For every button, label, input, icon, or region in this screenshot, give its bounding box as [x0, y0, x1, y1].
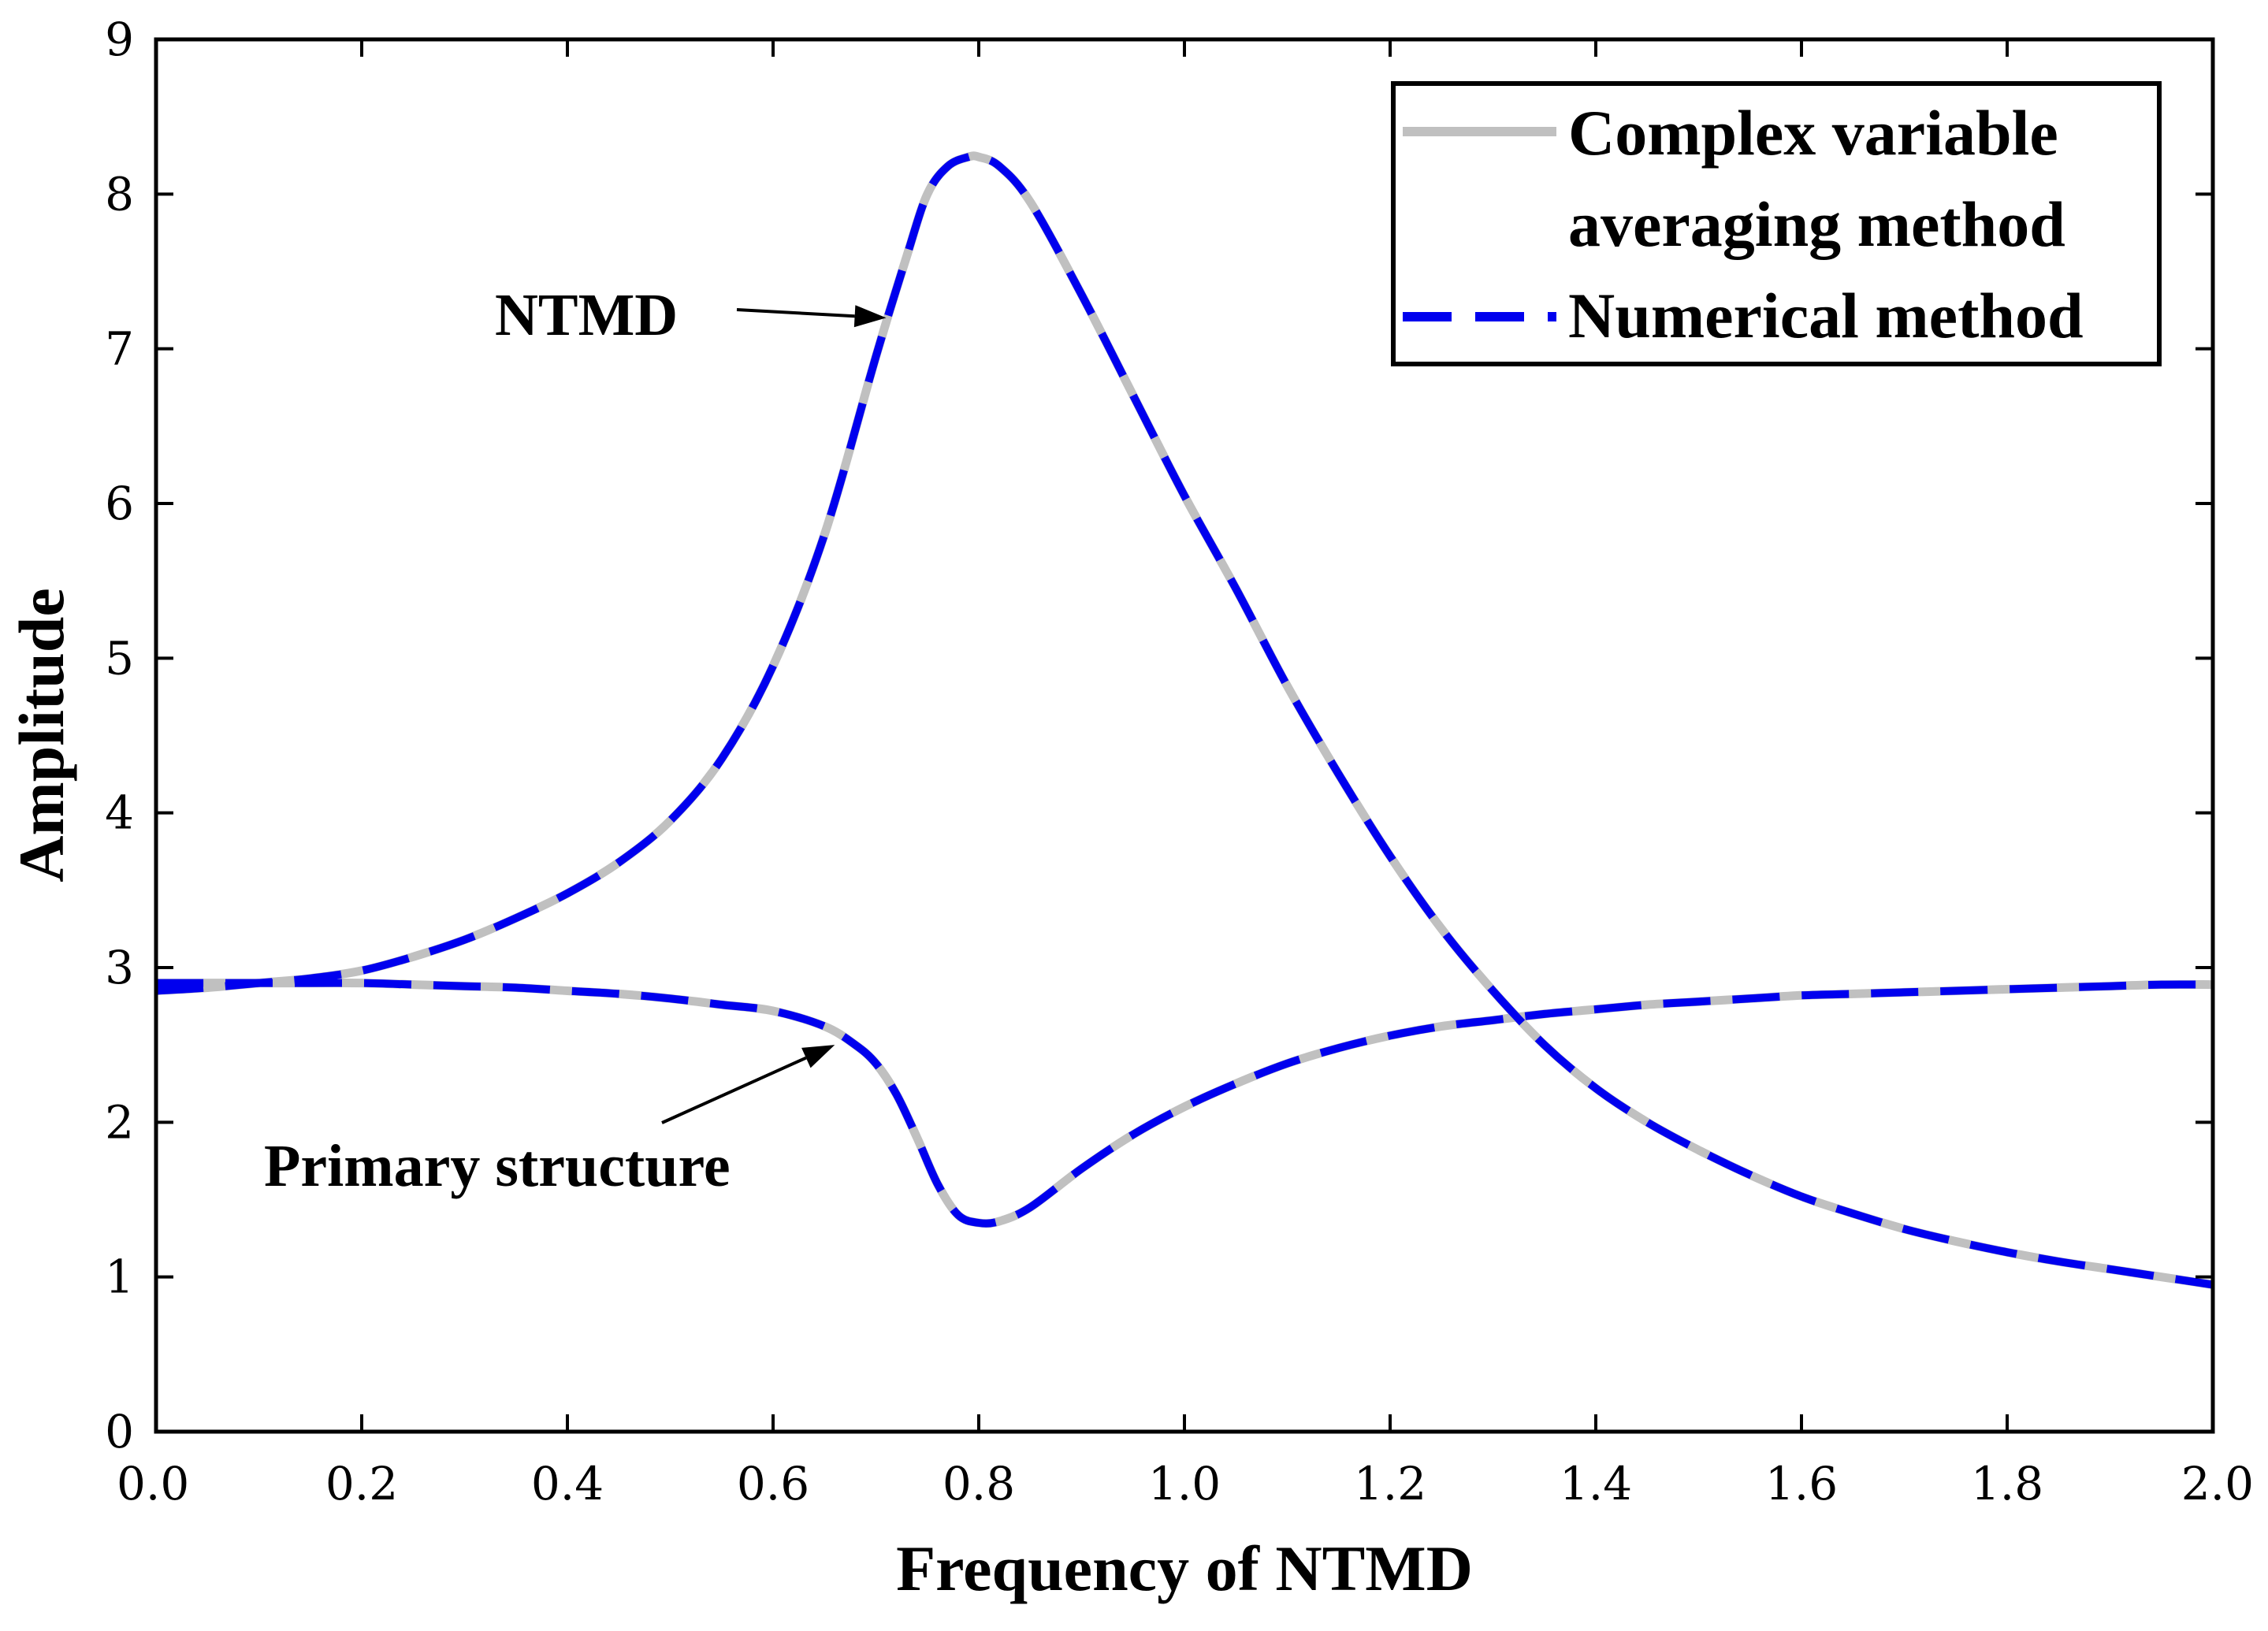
ticks-layer — [154, 38, 2214, 1433]
y-tick-label: 8 — [105, 167, 134, 221]
y-tick-label: 2 — [105, 1095, 134, 1149]
annotation-primary: Primary structure — [264, 1045, 835, 1199]
x-tick-label: 2.0 — [2181, 1457, 2254, 1510]
x-tick-label: 0.0 — [117, 1457, 189, 1510]
x-tick-label: 0.8 — [943, 1457, 1015, 1510]
x-tick-label: 1.2 — [1354, 1457, 1426, 1510]
x-tick-label: 1.8 — [1971, 1457, 2043, 1510]
legend: Complex variable averaging method Numeri… — [1391, 81, 2162, 366]
annotation-primary-label: Primary structure — [264, 1133, 731, 1199]
x-tick-label: 0.4 — [531, 1457, 604, 1510]
annotation-ntmd-arrow — [736, 308, 855, 318]
x-tick-label: 1.6 — [1765, 1457, 1838, 1510]
y-axis-title: Amplitude — [6, 588, 77, 882]
x-tick-label: 0.2 — [325, 1457, 398, 1510]
y-tick-label: 3 — [105, 941, 134, 994]
legend-label-complex-variable-line1: Complex variable — [1568, 97, 2058, 169]
annotation-primary-arrow — [661, 1056, 807, 1124]
x-tick-label: 1.4 — [1560, 1457, 1632, 1510]
x-axis-title: Frequency of NTMD — [896, 1533, 1473, 1604]
annotation-ntmd-label: NTMD — [495, 282, 678, 348]
y-tick-label: 0 — [105, 1405, 134, 1458]
x-tick-label: 1.0 — [1148, 1457, 1221, 1510]
legend-label-complex-variable-line2: averaging method — [1568, 188, 2065, 260]
y-tick-label: 7 — [105, 322, 134, 376]
series-ntmd-numerical — [155, 151, 2214, 1289]
y-tick-label: 9 — [105, 13, 134, 66]
tick-labels: 0.0 0.2 0.4 0.6 0.8 1.0 1.2 1.4 1.6 1.8 2.0 0 1 2 3 4 5 6… — [105, 13, 2254, 1510]
y-tick-label: 1 — [105, 1250, 134, 1304]
annotation-ntmd: NTMD — [495, 282, 887, 348]
y-tick-label: 5 — [105, 631, 134, 685]
plot-frame — [154, 37, 2215, 1434]
legend-label-numerical-method: Numerical method — [1568, 280, 2084, 351]
y-tick-label: 6 — [105, 477, 134, 530]
annotation-ntmd-arrowhead — [853, 305, 887, 328]
series-layer — [155, 151, 2214, 1289]
x-tick-label: 0.6 — [737, 1457, 809, 1510]
y-tick-label: 4 — [105, 786, 134, 840]
series-primary-structure-numerical — [156, 979, 2214, 1228]
annotation-primary-arrowhead — [801, 1045, 835, 1068]
